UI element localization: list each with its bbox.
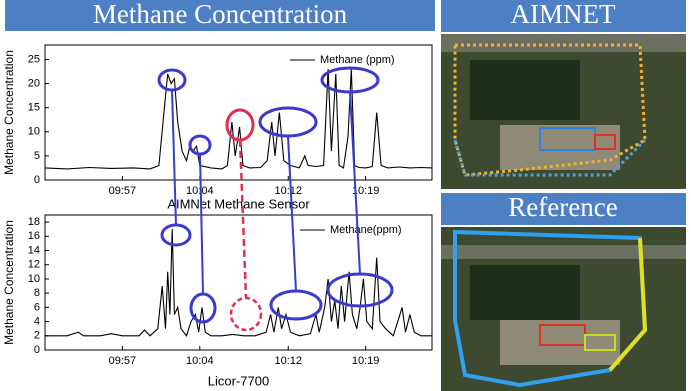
x-tick-label: 10:12 — [274, 185, 302, 197]
map-title: AIMNET — [511, 0, 616, 29]
y-tick-label: 10 — [28, 126, 40, 138]
annotation-link — [199, 153, 204, 295]
map-header — [441, 0, 686, 32]
y-tick-label: 25 — [28, 53, 40, 65]
map-header — [441, 193, 686, 225]
annotation-ellipse — [157, 68, 187, 92]
y-tick-label: 5 — [34, 150, 40, 162]
y-tick-label: 14 — [28, 244, 40, 256]
x-tick-label: 10:19 — [352, 355, 380, 367]
annotation-link — [171, 89, 177, 226]
x-tick-label: 10:12 — [274, 355, 302, 367]
y-axis-label: Methane Concentration — [2, 220, 16, 345]
x-axis-label: Licor-7700 — [208, 373, 269, 388]
annotation-ellipse — [269, 289, 323, 321]
y-tick-label: 0 — [34, 174, 40, 186]
x-tick-label: 09:57 — [109, 185, 137, 197]
annotation-ellipse — [188, 134, 212, 156]
x-axis-label: AIMNet Methane Sensor — [167, 196, 310, 211]
plot-frame — [44, 44, 433, 181]
y-tick-label: 0 — [34, 344, 40, 356]
x-tick-label: 10:19 — [352, 185, 380, 197]
y-tick-label: 10 — [28, 273, 40, 285]
annotation-link — [287, 135, 297, 292]
plot-frame — [44, 214, 433, 351]
legend-label: Methane(ppm) — [330, 224, 402, 236]
annotation-ellipse — [326, 272, 394, 308]
y-tick-label: 18 — [28, 216, 40, 228]
y-tick-label: 12 — [28, 259, 40, 271]
y-tick-label: 2 — [34, 330, 40, 342]
y-tick-label: 4 — [34, 315, 40, 327]
map-image — [441, 227, 686, 391]
y-tick-label: 20 — [28, 77, 40, 89]
annotation-ellipse — [258, 106, 318, 138]
banner-bg — [5, 0, 435, 31]
map-title: Reference — [508, 192, 617, 222]
x-tick-label: 10:04 — [186, 355, 214, 367]
legend-label: Methane (ppm) — [320, 54, 395, 66]
data-line — [44, 69, 433, 170]
annotation-link — [238, 139, 248, 299]
annotation-link — [349, 91, 361, 275]
data-line — [45, 229, 432, 337]
y-tick-label: 6 — [34, 301, 40, 313]
banner-title: Methane Concentration — [93, 0, 348, 29]
y-axis-label: Methane Concentration — [2, 50, 16, 175]
map-image — [441, 34, 686, 189]
y-tick-label: 15 — [28, 102, 40, 114]
annotation-ellipse — [229, 296, 263, 332]
x-tick-label: 09:57 — [109, 355, 137, 367]
annotation-ellipse — [160, 223, 192, 247]
y-tick-label: 16 — [28, 230, 40, 242]
y-tick-label: 8 — [34, 287, 40, 299]
